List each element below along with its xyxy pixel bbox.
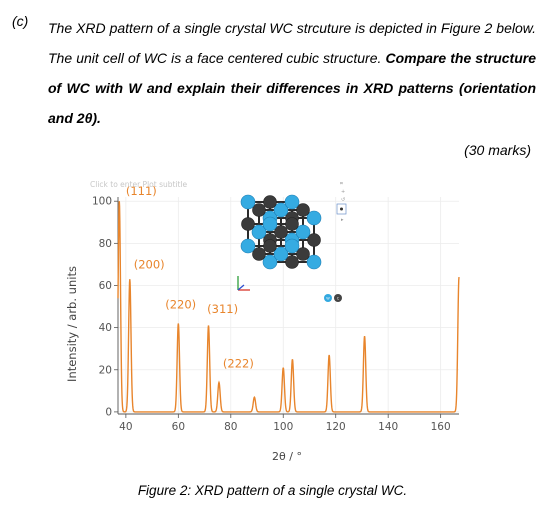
c-atom [274,225,288,239]
peak-label: (111) [126,184,157,198]
chart-annotations: (111) (200) (220) (311) (222) [126,184,254,371]
w-atom [240,238,256,254]
x-tick-label: 140 [378,421,398,433]
peak-label: (220) [165,298,196,312]
x-axis-label: 2θ / ° [272,450,302,463]
w-atom [284,194,300,210]
c-atom [252,203,266,217]
svg-text:↺: ↺ [341,197,345,203]
figure-caption: Figure 2: XRD pattern of a single crysta… [137,483,408,498]
question-text-plain: The XRD pattern of a single crystal WC s… [48,20,536,66]
w-atom [251,224,267,240]
x-tick-label: 60 [172,421,185,433]
c-atom [263,239,277,253]
y-tick-label: 80 [99,238,112,250]
inset-toolbar[interactable]: ⌗ + ↺ ▸ [336,181,347,223]
peak-label: (200) [134,258,165,272]
y-axis-label: Intensity / arb. units [65,266,79,382]
svg-text:+: + [341,189,345,195]
c-atom [241,217,255,231]
x-tick-label: 120 [326,421,346,433]
marks-label: (30 marks) [464,142,531,158]
c-atom [263,195,277,209]
question-text: The XRD pattern of a single crystal WC s… [48,13,536,133]
c-atom [296,247,310,261]
c-atom [307,233,321,247]
svg-text:⌗: ⌗ [340,181,343,187]
xrd-chart: 0 20 40 60 80 100 40 60 80 100 120 140 160 (111) (200… [65,180,460,463]
y-tick-label: 60 [99,280,112,292]
atom-legend: W C [324,294,342,302]
y-tick-label: 100 [92,196,112,208]
c-atom [285,255,299,269]
w-atom [284,238,300,254]
x-tick-label: 40 [119,421,132,433]
axis-gizmo-icon [237,276,250,291]
x-tick-label: 100 [273,421,293,433]
w-atom [306,254,322,270]
plot-subtitle[interactable]: Click to enter Plot subtitle [90,180,188,189]
series-line [117,201,460,413]
y-tick-label: 20 [99,364,112,376]
c-atom [252,247,266,261]
w-atom [273,202,289,218]
peak-label: (222) [223,357,254,371]
w-atom [295,224,311,240]
crystal-structure-image [240,194,322,270]
y-tick-label: 40 [99,322,112,334]
w-atom [240,194,256,210]
w-atom [273,246,289,262]
w-atom [262,216,278,232]
chart-ticks: 0 20 40 60 80 100 40 60 80 100 120 140 160 [92,196,451,433]
peak-label: (311) [207,302,238,316]
legend-w: W [326,297,330,301]
question-text-bold: Compare the structure of WC with W and e… [48,50,536,126]
w-atom [262,254,278,270]
svg-text:▸: ▸ [341,217,344,223]
question-label: (c) [12,13,29,29]
chart-series [117,201,460,413]
c-atom [285,217,299,231]
xrd-figure: 0 20 40 60 80 100 40 60 80 100 120 140 160 (111) (200… [60,172,470,467]
legend-c: C [337,297,340,301]
w-atom [306,210,322,226]
c-atom [296,203,310,217]
x-tick-label: 80 [224,421,237,433]
x-tick-label: 160 [431,421,451,433]
y-tick-label: 0 [105,406,112,418]
